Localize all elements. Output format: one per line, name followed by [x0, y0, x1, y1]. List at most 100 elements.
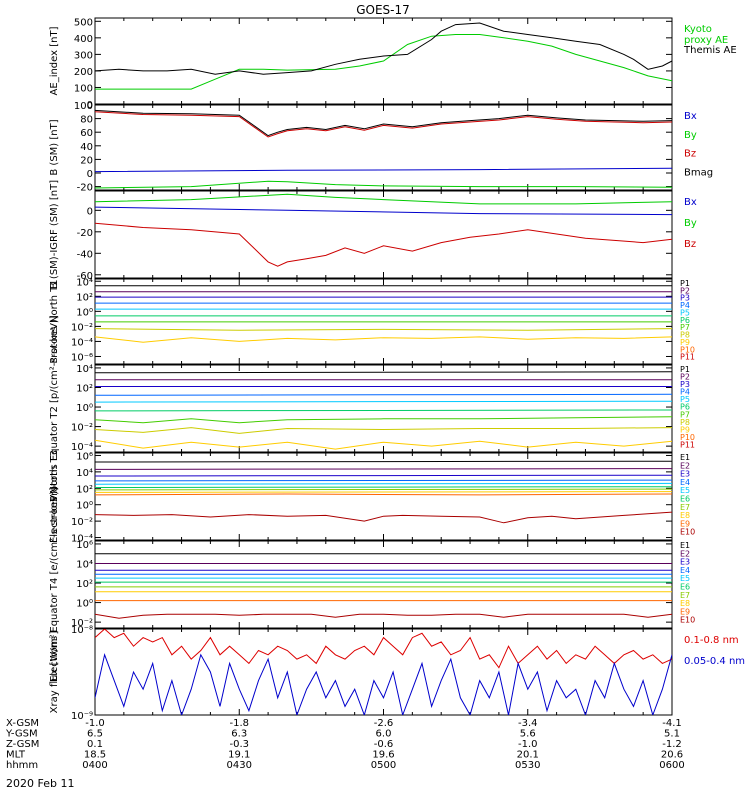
legend-entry: E4 [680, 566, 690, 575]
legend-entry: Kyoto proxy AE [684, 24, 728, 46]
time-axis-value: 19.1 [228, 750, 250, 761]
panel-frame [94, 452, 673, 541]
y-tick-label: 10⁴ [76, 277, 93, 288]
legend-entry: E10 [680, 616, 695, 625]
time-axis-value: 0530 [515, 760, 540, 771]
panel-8: 10⁻⁸ 10⁻⁹ Xray flux [W/m²] 0.1-0.8 nm 0.05-0… [49, 625, 745, 722]
y-tick-label: -60 [77, 271, 93, 282]
legend-entry: P11 [680, 353, 695, 362]
legend-entry: Bx [684, 111, 697, 122]
legend-entry: P11 [680, 440, 695, 449]
time-axis-row-label: Y-GSM [5, 729, 38, 740]
y-tick-label: 100 [74, 83, 93, 94]
legend-entry: P6 [680, 403, 690, 412]
legend-entry: E2 [680, 549, 690, 558]
legend-entry: By [684, 218, 697, 229]
time-axis-value: 18.5 [84, 750, 106, 761]
series-line-0-1-0-8-nm [95, 629, 672, 669]
time-axis-value: -1.0 [518, 739, 538, 750]
time-axis-value: 6.3 [231, 729, 247, 740]
time-axis-row-label: X-GSM [6, 718, 39, 729]
legend-entry: Bmag [684, 167, 713, 178]
series-line-by [95, 180, 672, 189]
y-tick-label: 10⁴ [76, 559, 93, 570]
time-axis-value: -4.1 [662, 718, 682, 729]
y-axis-label: Xray flux [W/m²] [49, 631, 60, 714]
y-tick-label: 20 [80, 155, 93, 166]
legend-entry: P3 [680, 294, 690, 303]
series-line-p1 [95, 371, 672, 374]
y-axis-label: Protons North T1 [49, 279, 60, 363]
y-tick-label: 0 [87, 169, 93, 180]
date-label: 2020 Feb 11 [6, 777, 75, 790]
legend-entry: P4 [680, 301, 690, 310]
series-line-p9 [95, 439, 672, 450]
y-tick-label: -40 [77, 249, 93, 260]
time-axis-value: 0600 [659, 760, 684, 771]
y-tick-label: 10⁶ [76, 451, 93, 462]
y-tick-label: 100 [74, 101, 93, 112]
y-tick-label: 60 [80, 128, 93, 139]
panel-frame [94, 104, 673, 191]
panel-5: 10⁴ 10² 10⁰ 10⁻² 10⁻⁴ Protons Equator T2 [p/(… [49, 315, 695, 502]
time-axis-value: -1.2 [662, 739, 682, 750]
legend-entry: P9 [680, 338, 690, 347]
legend-entry: E6 [680, 583, 690, 592]
series-line-p4 [95, 393, 672, 396]
series-line-e4 [95, 479, 672, 482]
y-tick-label: 10⁻² [71, 322, 93, 333]
legend-entry: Bz [684, 149, 696, 160]
chart-title: GOES-17 [356, 3, 410, 17]
y-tick-label: 80 [80, 115, 93, 126]
legend-entry: E6 [680, 495, 690, 504]
legend-entry: E1 [680, 453, 690, 462]
legend-entry: E5 [680, 486, 690, 495]
y-tick-label: 10⁶ [76, 540, 93, 551]
series-line-bx [95, 206, 672, 216]
panel-frame [94, 364, 673, 453]
y-tick-label: 10⁴ [76, 364, 93, 375]
y-tick-label: -20 [77, 183, 93, 194]
time-axis-value: 6.0 [376, 729, 392, 740]
legend-entry: P2 [680, 373, 690, 382]
series-line-by [95, 193, 672, 205]
legend-entry: E7 [680, 591, 690, 600]
legend-entry: E4 [680, 478, 690, 487]
legend-entry: P4 [680, 388, 690, 397]
legend-entry: P1 [680, 279, 690, 288]
legend-entry: P10 [680, 345, 695, 354]
y-tick-label: 10⁰ [76, 599, 93, 610]
legend-entry: P6 [680, 316, 690, 325]
series-line-p6 [95, 409, 672, 412]
series-line-themis-ae [95, 22, 672, 75]
series-line-p8 [95, 328, 672, 331]
time-axis-row-label: hhmm [6, 760, 38, 771]
time-axis-value: -0.6 [374, 739, 394, 750]
time-axis-value: 0400 [82, 760, 107, 771]
series-line-bz [95, 111, 672, 138]
legend-entry: P8 [680, 331, 690, 340]
series-line-bmag [95, 109, 672, 137]
y-axis-label: AE_index [nT] [49, 26, 60, 95]
time-axis-value: 20.6 [661, 750, 683, 761]
legend-entry: 0.1-0.8 nm [684, 635, 739, 646]
y-tick-label: 10⁰ [76, 307, 93, 318]
legend-entry: P10 [680, 433, 695, 442]
y-tick-label: 10⁻² [71, 423, 93, 434]
legend-entry: By [684, 130, 697, 141]
time-axis-value: -1.0 [85, 718, 105, 729]
y-tick-label: 300 [74, 50, 93, 61]
y-tick-label: 10⁰ [76, 403, 93, 414]
y-axis-label: Electrons North T3 [49, 450, 60, 543]
legend-entry: E8 [680, 599, 690, 608]
legend-entry: Themis AE [683, 45, 737, 56]
legend-entry: E10 [680, 528, 695, 537]
time-axis-value: 5.1 [664, 729, 680, 740]
time-axis-row-label: Z-GSM [6, 739, 39, 750]
time-axis-value: 5.6 [520, 729, 536, 740]
legend-entry: E9 [680, 519, 690, 528]
y-tick-label: 400 [74, 34, 93, 45]
